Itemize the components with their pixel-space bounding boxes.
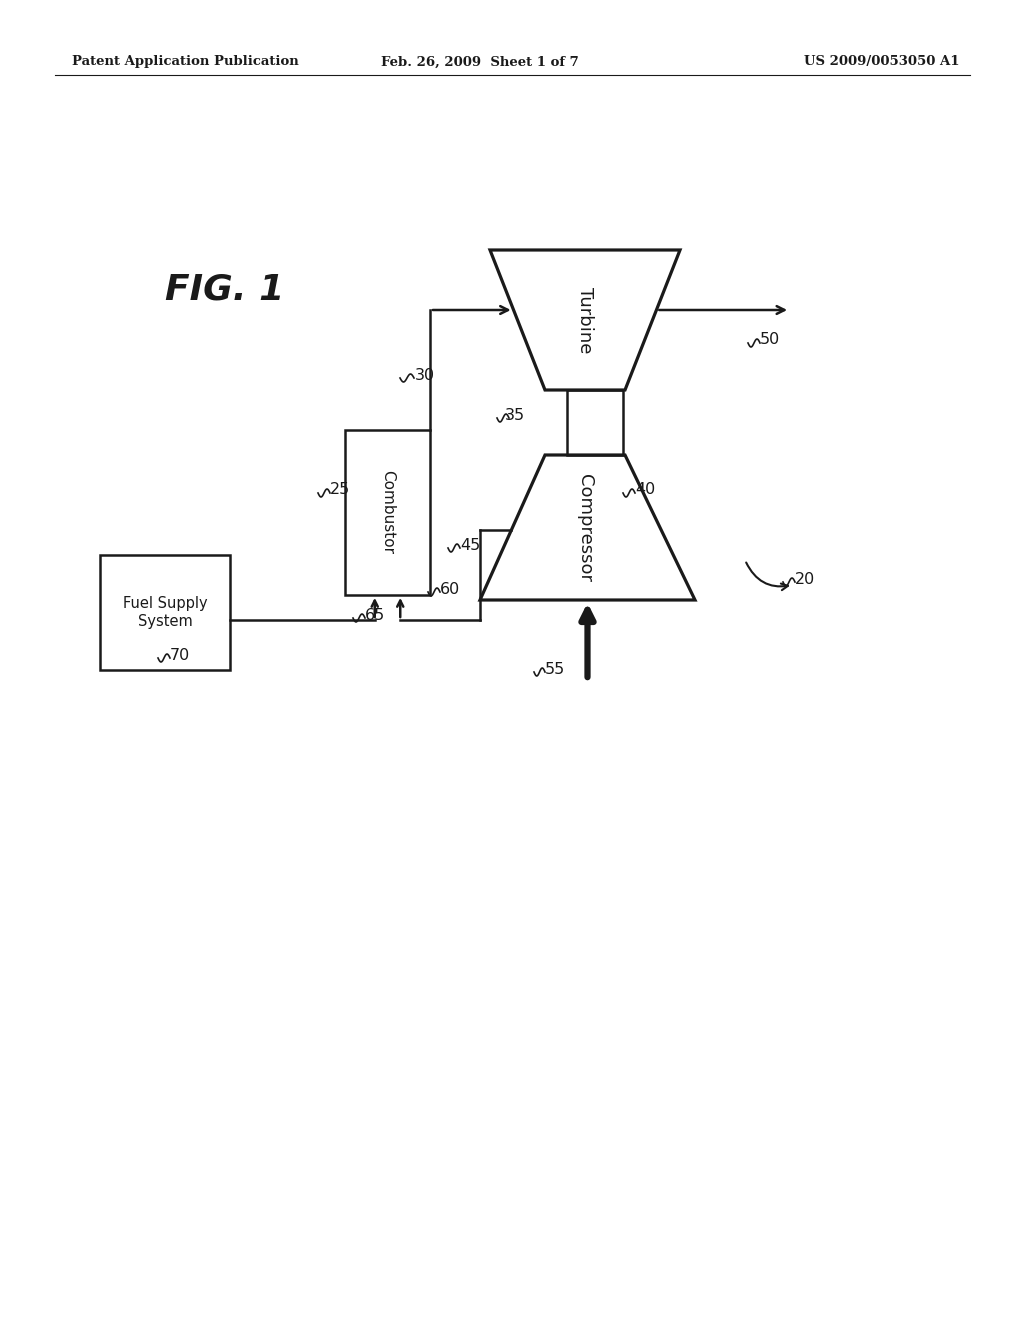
Text: 20: 20 <box>795 573 815 587</box>
Text: 50: 50 <box>760 333 780 347</box>
Text: Patent Application Publication: Patent Application Publication <box>72 55 299 69</box>
Text: 45: 45 <box>460 537 480 553</box>
Text: Turbine: Turbine <box>575 286 594 354</box>
Text: 60: 60 <box>440 582 460 598</box>
Text: Compressor: Compressor <box>575 474 594 582</box>
Text: Combustor: Combustor <box>380 470 395 554</box>
Text: Fuel Supply
System: Fuel Supply System <box>123 597 207 628</box>
Text: FIG. 1: FIG. 1 <box>165 273 285 308</box>
Text: 30: 30 <box>415 367 435 383</box>
Text: 40: 40 <box>635 483 655 498</box>
Text: US 2009/0053050 A1: US 2009/0053050 A1 <box>805 55 961 69</box>
Bar <box>345 430 430 595</box>
Text: 25: 25 <box>330 483 350 498</box>
Text: 65: 65 <box>365 607 385 623</box>
Text: 35: 35 <box>505 408 525 422</box>
Text: 55: 55 <box>545 663 565 677</box>
Bar <box>100 554 230 671</box>
Text: 70: 70 <box>170 648 190 663</box>
Bar <box>567 389 623 455</box>
Text: Feb. 26, 2009  Sheet 1 of 7: Feb. 26, 2009 Sheet 1 of 7 <box>381 55 579 69</box>
